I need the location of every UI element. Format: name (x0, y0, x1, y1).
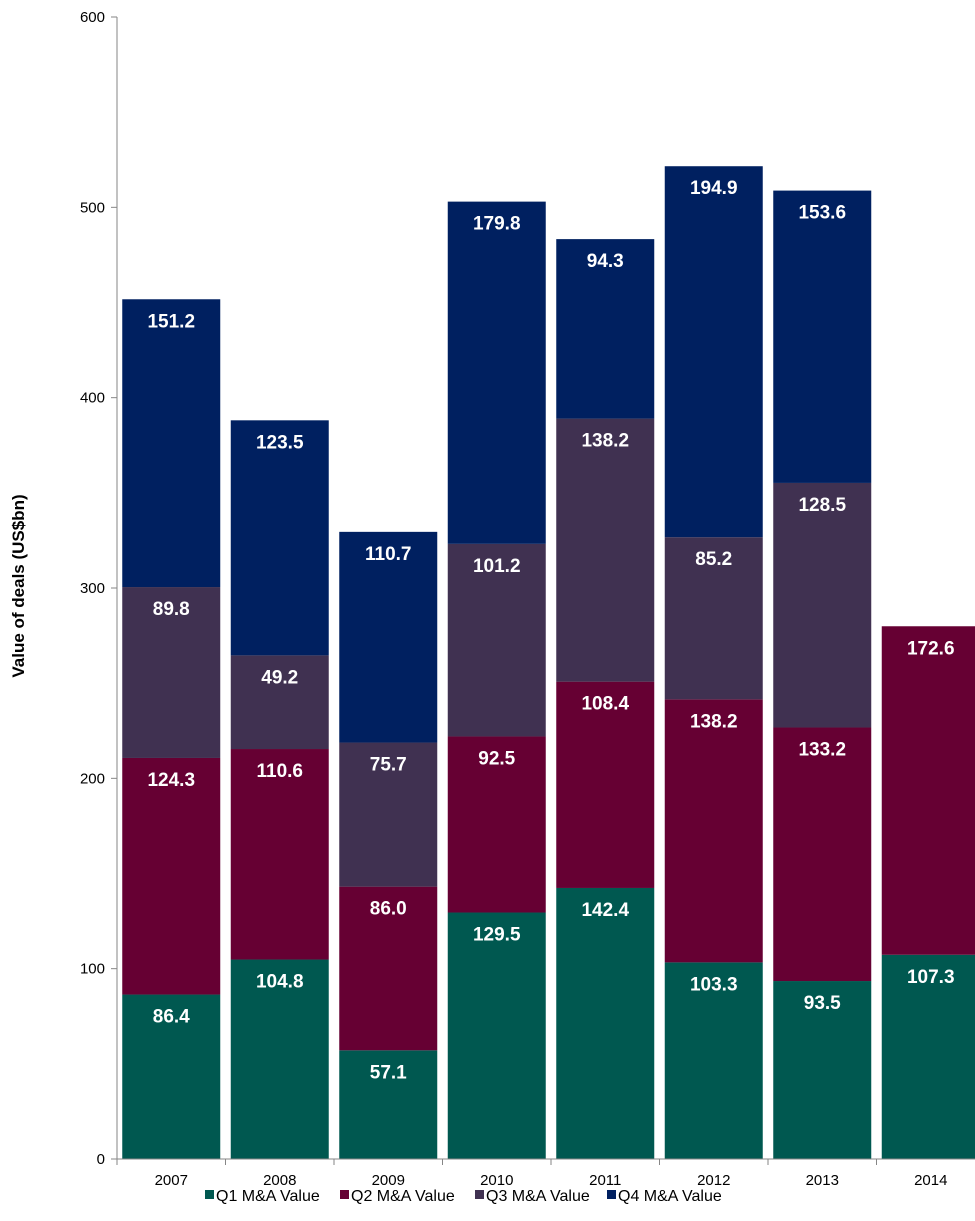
x-axis: 2007 2008 2009 2010 2011 2012 2013 2014 (116, 1158, 975, 1189)
x-tick-label: 2008 (263, 1172, 296, 1189)
y-tick-label: 600 (80, 9, 105, 26)
data-label: 123.5 (256, 432, 304, 453)
legend-label: Q4 M&A Value (618, 1188, 722, 1205)
x-tick-label: 2009 (372, 1172, 405, 1189)
legend-swatch (607, 1190, 616, 1199)
y-tick-label: 400 (80, 390, 105, 407)
data-label: 93.5 (804, 993, 841, 1014)
y-tick-label: 200 (80, 770, 105, 787)
data-label: 194.9 (690, 178, 738, 199)
y-tick-label: 300 (80, 580, 105, 597)
legend-label: Q1 M&A Value (216, 1188, 320, 1205)
bar-segment (447, 543, 546, 737)
y-tick-label: 100 (80, 961, 105, 978)
bar-segment (556, 239, 655, 419)
legend-label: Q2 M&A Value (351, 1188, 455, 1205)
bar-segment (230, 749, 329, 960)
bar-segment (122, 994, 221, 1159)
data-label: 86.4 (153, 1007, 190, 1028)
bar-segment (230, 420, 329, 656)
bar-segment (773, 981, 872, 1159)
data-label: 104.8 (256, 972, 304, 993)
bar-segment (447, 201, 546, 544)
data-label: 151.2 (147, 311, 195, 332)
bar-segment (122, 757, 221, 995)
bar-segment (447, 912, 546, 1159)
data-label: 108.4 (581, 694, 629, 715)
bar-segment (881, 954, 975, 1159)
data-label: 172.6 (907, 638, 955, 659)
data-label: 133.2 (798, 740, 846, 761)
data-label: 128.5 (798, 495, 846, 516)
bar-segment (230, 655, 329, 750)
x-tick-label: 2012 (697, 1172, 730, 1189)
bar-segment (339, 1050, 438, 1159)
x-tick-label: 2007 (155, 1172, 188, 1189)
bar-segment (339, 531, 438, 743)
bar-segment (230, 959, 329, 1159)
data-label: 49.2 (261, 667, 298, 688)
bar-segment (773, 482, 872, 728)
data-label: 110.6 (257, 761, 304, 782)
data-label: 110.7 (365, 544, 412, 565)
data-label: 107.3 (907, 967, 955, 988)
y-axis-label: Value of deals (US$bn) (9, 494, 28, 677)
y-tick-label: 0 (97, 1151, 105, 1168)
data-label: 89.8 (153, 599, 190, 620)
data-label: 103.3 (690, 974, 738, 995)
legend: Q1 M&A Value Q2 M&A Value Q3 M&A Value Q4 M… (205, 1188, 722, 1205)
x-tick-label: 2011 (589, 1172, 621, 1189)
data-label: 86.0 (370, 899, 407, 920)
bar-segment (556, 887, 655, 1159)
bar-segment (664, 166, 763, 538)
bar-segment (773, 190, 872, 483)
bar-segment (664, 962, 763, 1159)
bar-segment (122, 587, 221, 758)
y-axis: 0 100 200 300 400 500 600 (80, 9, 118, 1168)
data-label: 75.7 (370, 755, 407, 776)
data-label: 138.2 (690, 711, 738, 732)
bar-segment (122, 299, 221, 588)
data-label: 138.2 (581, 431, 629, 452)
x-tick-label: 2010 (480, 1172, 513, 1189)
bar-segment (664, 537, 763, 700)
data-label: 129.5 (473, 925, 521, 946)
bar-segment (773, 727, 872, 982)
data-label: 85.2 (695, 549, 732, 570)
legend-swatch (340, 1190, 349, 1199)
bar-segment (339, 742, 438, 887)
bar-segment (339, 886, 438, 1051)
bars: 86.4 124.3 89.8 151.2 104.8 110.6 49.2 123.5 57.… (122, 166, 975, 1159)
bar-segment (881, 626, 975, 955)
data-label: 101.2 (473, 556, 521, 577)
data-label: 179.8 (473, 214, 521, 235)
legend-swatch (205, 1190, 214, 1199)
bar-segment (664, 699, 763, 963)
x-tick-label: 2013 (806, 1172, 839, 1189)
bar-segment (447, 736, 546, 913)
data-label: 153.6 (798, 203, 846, 224)
data-label: 92.5 (478, 748, 515, 769)
data-label: 57.1 (370, 1062, 407, 1083)
data-label: 142.4 (581, 900, 629, 921)
data-label: 94.3 (587, 251, 624, 272)
legend-swatch (475, 1190, 484, 1199)
legend-label: Q3 M&A Value (486, 1188, 590, 1205)
x-tick-label: 2014 (914, 1172, 947, 1189)
data-label: 124.3 (147, 770, 195, 791)
y-tick-label: 500 (80, 199, 105, 216)
bar-segment (556, 681, 655, 888)
bar-segment (556, 418, 655, 682)
